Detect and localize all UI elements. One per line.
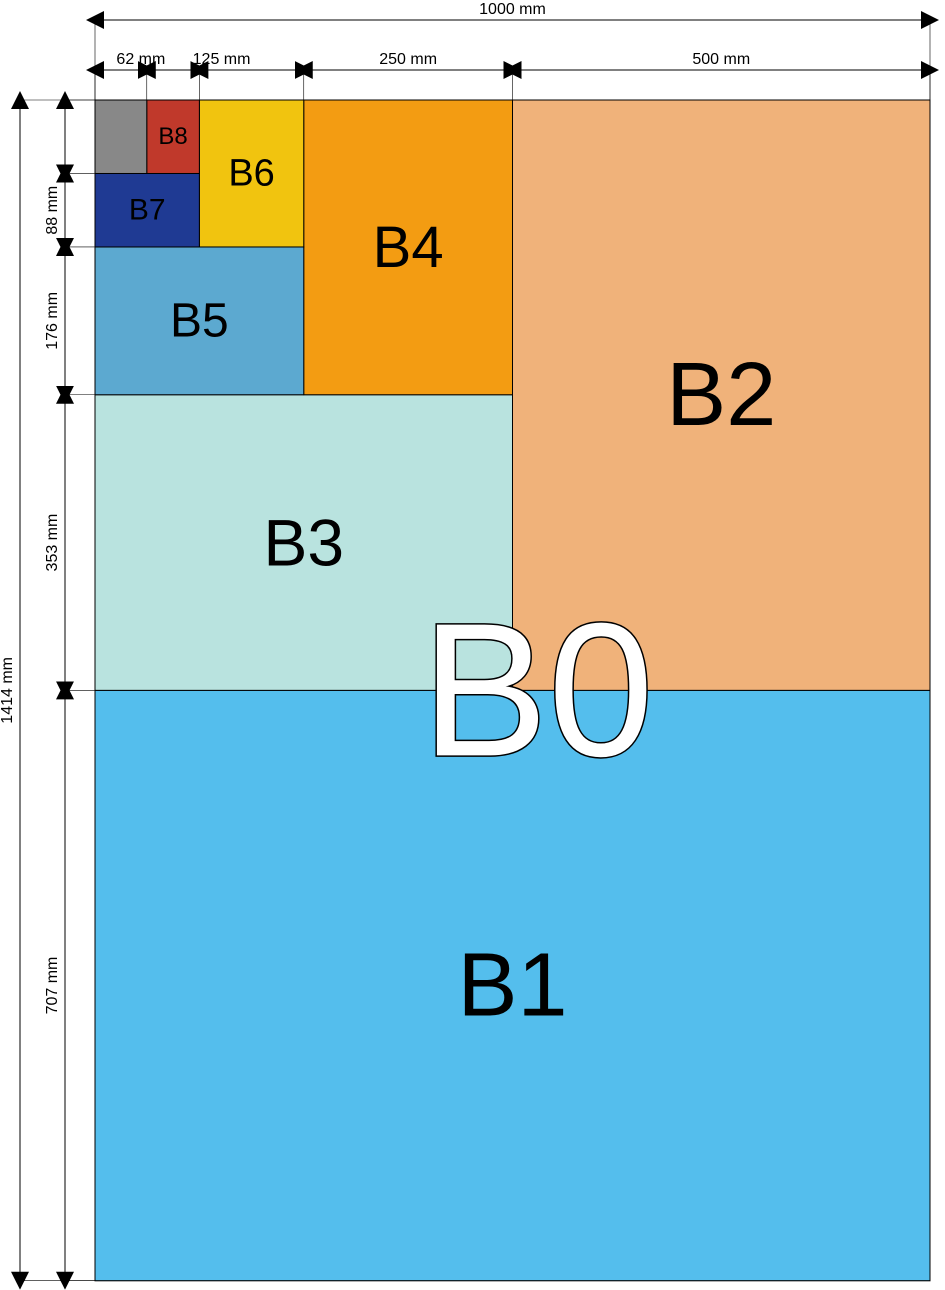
dim-label-v: 707 mm [44, 957, 61, 1015]
box-b9 [95, 100, 147, 173]
dim-label-v: 88 mm [44, 186, 61, 235]
dim-label-h: 250 mm [379, 51, 437, 68]
label-b7: B7 [129, 194, 166, 227]
dim-label-h: 1000 mm [479, 1, 546, 18]
dim-label-v: 176 mm [44, 292, 61, 350]
dim-label-h: 62 mm [116, 51, 165, 68]
label-b5: B5 [170, 294, 229, 347]
dim-label-v: 1414 mm [0, 657, 16, 724]
dim-label-v: 353 mm [44, 514, 61, 572]
label-b4: B4 [373, 215, 444, 280]
dim-label-h: 125 mm [193, 51, 251, 68]
label-b1: B1 [457, 936, 567, 1036]
label-b0: B0 [421, 584, 653, 796]
label-b8: B8 [158, 123, 187, 150]
label-b6: B6 [228, 152, 274, 194]
dim-label-h: 500 mm [692, 51, 750, 68]
label-b3: B3 [263, 506, 344, 580]
label-b2: B2 [666, 345, 776, 445]
